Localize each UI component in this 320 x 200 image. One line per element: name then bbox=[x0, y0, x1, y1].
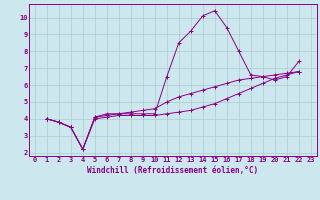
X-axis label: Windchill (Refroidissement éolien,°C): Windchill (Refroidissement éolien,°C) bbox=[87, 166, 258, 175]
